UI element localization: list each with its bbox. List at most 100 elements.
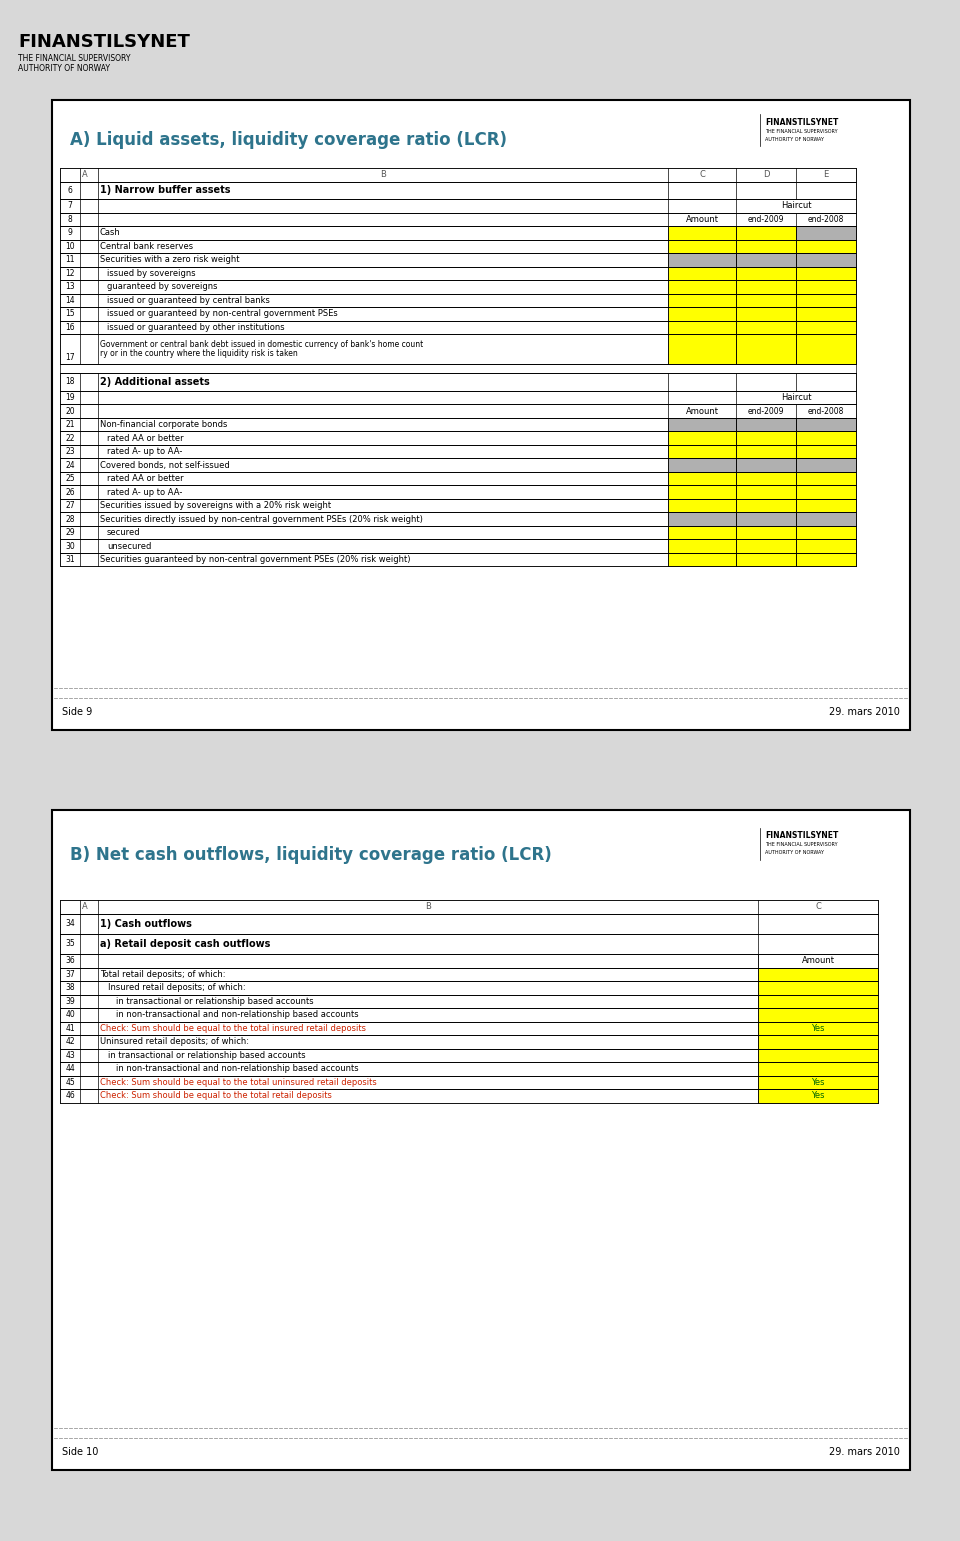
Bar: [736, 227, 796, 239]
Bar: [60, 280, 856, 293]
Text: 38: 38: [65, 983, 75, 992]
Bar: [736, 512, 796, 525]
Bar: [60, 539, 856, 553]
Bar: [736, 321, 796, 334]
Bar: [60, 364, 856, 373]
Text: Securities guaranteed by non-central government PSEs (20% risk weight): Securities guaranteed by non-central gov…: [100, 555, 411, 564]
Text: 43: 43: [65, 1051, 75, 1060]
Text: A) Liquid assets, liquidity coverage ratio (LCR): A) Liquid assets, liquidity coverage rat…: [70, 131, 507, 149]
Text: in non-transactional and non-relationship based accounts: in non-transactional and non-relationshi…: [116, 1065, 359, 1073]
Bar: [736, 253, 796, 267]
Text: Securities directly issued by non-central government PSEs (20% risk weight): Securities directly issued by non-centra…: [100, 515, 422, 524]
Text: 6: 6: [67, 186, 72, 194]
Text: Yes: Yes: [811, 1091, 825, 1100]
Text: issued or guaranteed by non-central government PSEs: issued or guaranteed by non-central gove…: [107, 310, 338, 319]
Bar: [60, 391, 856, 404]
Bar: [60, 994, 878, 1008]
Bar: [758, 968, 878, 982]
Text: rated AA or better: rated AA or better: [107, 475, 183, 482]
Text: issued or guaranteed by central banks: issued or guaranteed by central banks: [107, 296, 270, 305]
Text: 39: 39: [65, 997, 75, 1006]
Bar: [736, 431, 796, 445]
Text: end-2008: end-2008: [807, 214, 844, 223]
Text: 35: 35: [65, 940, 75, 948]
Bar: [668, 525, 736, 539]
Bar: [736, 499, 796, 512]
Text: issued by sovereigns: issued by sovereigns: [107, 268, 196, 277]
Text: 14: 14: [65, 296, 75, 305]
Bar: [60, 1076, 878, 1089]
Bar: [60, 525, 856, 539]
Text: 7: 7: [67, 202, 72, 210]
Bar: [796, 293, 856, 307]
Text: Check: Sum should be equal to the total insured retail deposits: Check: Sum should be equal to the total …: [100, 1023, 366, 1032]
Text: Side 9: Side 9: [62, 707, 92, 717]
Text: 24: 24: [65, 461, 75, 470]
Bar: [736, 485, 796, 499]
Bar: [758, 954, 878, 968]
Bar: [668, 334, 736, 364]
Text: 13: 13: [65, 282, 75, 291]
Bar: [668, 539, 736, 553]
Bar: [736, 293, 796, 307]
Text: Amount: Amount: [802, 957, 834, 965]
Text: Insured retail deposits; of which:: Insured retail deposits; of which:: [108, 983, 246, 992]
Text: end-2009: end-2009: [748, 407, 784, 416]
Text: A: A: [82, 901, 87, 911]
Text: 44: 44: [65, 1065, 75, 1073]
Bar: [796, 512, 856, 525]
Text: D: D: [763, 170, 769, 179]
Bar: [668, 307, 736, 321]
Text: 23: 23: [65, 447, 75, 456]
Bar: [60, 1062, 878, 1076]
Bar: [668, 267, 736, 280]
Text: rated AA or better: rated AA or better: [107, 433, 183, 442]
Text: secured: secured: [107, 529, 140, 536]
Bar: [736, 418, 796, 431]
Bar: [60, 267, 856, 280]
Text: 30: 30: [65, 541, 75, 550]
Text: rated A- up to AA-: rated A- up to AA-: [107, 487, 182, 496]
Bar: [668, 418, 736, 431]
Bar: [796, 253, 856, 267]
Text: THE FINANCIAL SUPERVISORY: THE FINANCIAL SUPERVISORY: [18, 54, 131, 63]
Bar: [60, 293, 856, 307]
Bar: [668, 321, 736, 334]
Bar: [60, 499, 856, 512]
Bar: [736, 239, 796, 253]
Text: in non-transactional and non-relationship based accounts: in non-transactional and non-relationshi…: [116, 1011, 359, 1019]
Text: THE FINANCIAL SUPERVISORY: THE FINANCIAL SUPERVISORY: [765, 128, 838, 134]
Bar: [736, 280, 796, 293]
Bar: [60, 404, 856, 418]
Text: a) Retail deposit cash outflows: a) Retail deposit cash outflows: [100, 938, 271, 949]
Text: Central bank reserves: Central bank reserves: [100, 242, 193, 251]
Bar: [60, 213, 856, 227]
Bar: [796, 485, 856, 499]
Bar: [668, 472, 736, 485]
Bar: [668, 431, 736, 445]
Text: C: C: [699, 170, 705, 179]
Bar: [60, 418, 856, 431]
Text: 29. mars 2010: 29. mars 2010: [829, 707, 900, 717]
Text: 28: 28: [65, 515, 75, 524]
Text: 22: 22: [65, 433, 75, 442]
Bar: [736, 445, 796, 458]
Text: FINANSTILSYNET: FINANSTILSYNET: [765, 831, 838, 840]
Bar: [60, 1089, 878, 1102]
Bar: [758, 1022, 878, 1036]
Bar: [60, 239, 856, 253]
Bar: [60, 982, 878, 994]
Bar: [668, 499, 736, 512]
Bar: [736, 539, 796, 553]
Bar: [52, 811, 910, 1470]
Bar: [758, 1048, 878, 1062]
Bar: [796, 307, 856, 321]
Bar: [758, 994, 878, 1008]
Text: 42: 42: [65, 1037, 75, 1046]
Text: 25: 25: [65, 475, 75, 482]
Bar: [796, 418, 856, 431]
Bar: [758, 1089, 878, 1102]
Text: 27: 27: [65, 501, 75, 510]
Text: ry or in the country where the liquidity risk is taken: ry or in the country where the liquidity…: [100, 348, 298, 358]
Text: guaranteed by sovereigns: guaranteed by sovereigns: [107, 282, 218, 291]
